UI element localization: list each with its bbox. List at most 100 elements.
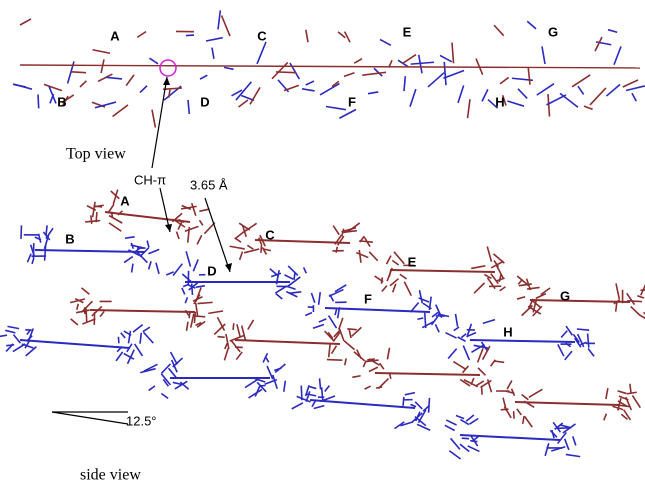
bond <box>230 246 245 249</box>
bond <box>288 266 298 276</box>
bond <box>81 288 89 294</box>
bond <box>428 73 444 87</box>
bond <box>237 324 240 337</box>
bond <box>359 250 361 263</box>
bond <box>326 107 346 110</box>
bond <box>369 367 378 371</box>
bond <box>626 397 632 410</box>
stack-link <box>530 300 630 302</box>
bond <box>86 309 87 323</box>
molecule-label: A <box>120 193 130 208</box>
bond <box>345 358 347 365</box>
bond <box>212 48 214 59</box>
bond <box>144 332 154 343</box>
bond <box>445 425 455 430</box>
highlight-circle <box>160 60 176 76</box>
bond <box>411 404 417 406</box>
bond <box>440 55 452 61</box>
molecule-label: A <box>110 28 120 43</box>
molecules <box>0 10 645 459</box>
bond <box>548 94 549 116</box>
bond <box>140 333 141 344</box>
bond <box>46 225 47 234</box>
molecule-label: G <box>560 288 570 303</box>
bond <box>149 386 155 391</box>
bond <box>637 296 644 298</box>
bond <box>197 235 202 244</box>
bond <box>445 333 456 338</box>
bond <box>85 221 100 222</box>
bond <box>124 257 133 263</box>
bond <box>192 203 196 215</box>
bond <box>5 330 15 333</box>
bond <box>272 62 288 78</box>
bond <box>522 306 533 316</box>
bond <box>463 346 469 360</box>
stack-link <box>390 270 495 272</box>
bond <box>276 72 296 73</box>
bond <box>630 384 631 393</box>
bond <box>382 286 387 292</box>
bond <box>182 288 185 295</box>
bond <box>285 275 294 279</box>
bond <box>452 43 454 64</box>
bond <box>387 256 391 264</box>
bond <box>462 438 469 439</box>
bond <box>432 317 438 325</box>
bond <box>435 324 439 332</box>
bond <box>95 205 104 206</box>
angle-line <box>52 412 128 424</box>
bond <box>265 356 268 362</box>
side-view-caption: side view <box>80 467 141 484</box>
bond <box>233 323 234 330</box>
bond <box>196 286 205 287</box>
bond <box>91 215 92 224</box>
bond <box>507 101 524 106</box>
bond <box>641 282 645 296</box>
bond <box>623 80 638 87</box>
bond <box>171 352 178 364</box>
bond <box>200 75 207 79</box>
bond <box>290 63 299 79</box>
bond <box>468 99 470 118</box>
bond <box>313 324 324 328</box>
bond <box>626 86 645 91</box>
bond <box>491 274 499 284</box>
bond <box>126 75 134 86</box>
bond <box>456 314 458 327</box>
bond <box>476 381 484 386</box>
bond <box>222 16 230 37</box>
molecule-label: H <box>503 324 512 339</box>
bond <box>471 266 485 269</box>
bond <box>365 386 371 389</box>
bond <box>186 35 194 36</box>
bond <box>13 335 20 344</box>
bond <box>311 293 314 303</box>
bond <box>411 62 434 64</box>
bond <box>529 389 543 397</box>
bond <box>249 389 262 397</box>
bond <box>387 268 392 281</box>
bond <box>325 386 330 392</box>
bond <box>522 395 529 400</box>
arrow-head <box>163 77 170 85</box>
bond <box>454 327 459 331</box>
bond <box>507 380 512 389</box>
top-view-caption: Top view <box>66 146 126 163</box>
bond <box>7 326 19 328</box>
bond <box>517 297 525 299</box>
bond <box>101 59 104 73</box>
bond <box>560 93 578 107</box>
bond <box>199 209 209 211</box>
bond <box>348 223 359 231</box>
bond <box>566 454 580 456</box>
bond <box>152 110 155 128</box>
bond <box>344 341 354 350</box>
bond <box>247 245 253 249</box>
bond <box>376 387 382 388</box>
bond <box>390 279 398 286</box>
bond <box>217 337 224 338</box>
bond <box>482 89 488 101</box>
bond <box>577 329 589 330</box>
bond <box>400 274 407 279</box>
